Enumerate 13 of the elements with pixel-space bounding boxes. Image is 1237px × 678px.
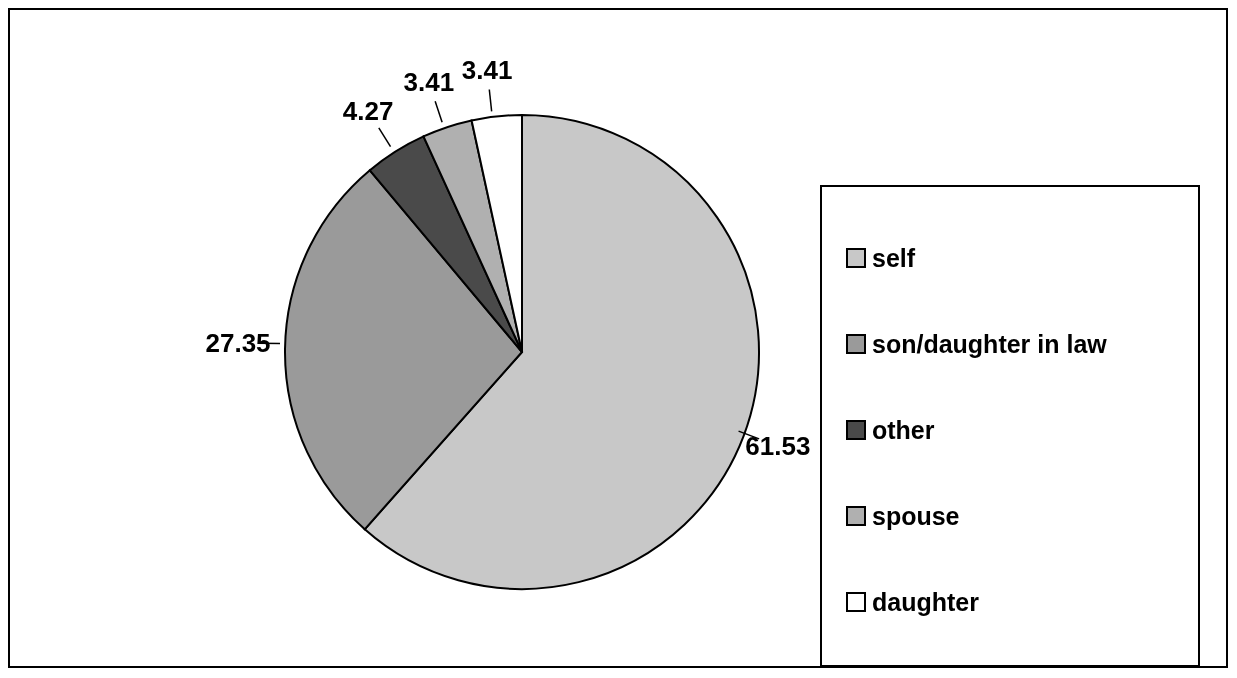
- data-label: 3.41: [461, 54, 513, 85]
- data-label: 4.27: [342, 96, 394, 127]
- legend-label: daughter: [872, 587, 979, 617]
- pie-slice: [284, 169, 523, 531]
- legend-label: self: [872, 243, 916, 273]
- frame-border: 61.53 27.35 4.27 3.41 3.41 self son/daughter in law other spouse daughter: [8, 8, 1228, 668]
- data-label: 3.41: [403, 67, 455, 98]
- pie-slice: [368, 135, 523, 353]
- data-label: 27.35: [205, 328, 271, 359]
- legend-label: spouse: [872, 501, 960, 531]
- legend-label: son/daughter in law: [872, 329, 1107, 359]
- data-label: 61.53: [745, 431, 811, 462]
- legend-label: other: [872, 415, 935, 445]
